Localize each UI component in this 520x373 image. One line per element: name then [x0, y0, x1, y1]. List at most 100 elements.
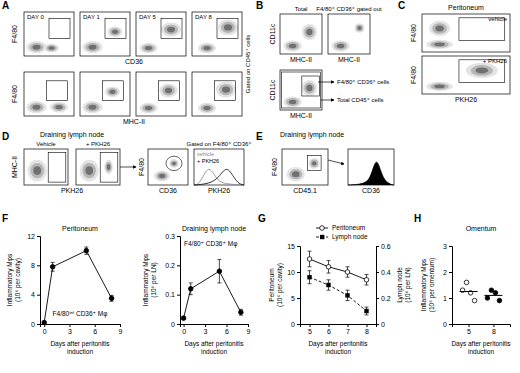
tick-mark: [329, 324, 330, 327]
tick-label: 2: [443, 269, 447, 276]
cell-density: [30, 43, 44, 52]
cell-density: [80, 160, 99, 182]
cell-density: [171, 160, 178, 166]
chart-title: Draining lymph node: [182, 225, 246, 233]
data-point: [472, 298, 477, 303]
flow-plot: [422, 56, 510, 94]
flow-plot: [280, 14, 322, 54]
axis-title: induction: [325, 348, 351, 355]
error-bar: [182, 317, 186, 320]
cell-density: [286, 98, 299, 106]
tick-label: 0: [182, 328, 186, 335]
chart-title: Omentum: [466, 225, 497, 232]
series-line: [310, 277, 367, 311]
tick-label: 4: [31, 291, 35, 298]
cell-density: [198, 103, 216, 114]
flow-plot: [192, 72, 242, 116]
error-bar: [308, 271, 312, 284]
panel-b: BTotalF4/80⁺ CD36⁺ gated outCD11cMHC-IIM…: [256, 0, 389, 119]
cell-density: [434, 43, 445, 47]
tick-label: 6: [327, 328, 331, 335]
flow-plot: [136, 72, 186, 116]
plot-area: [181, 259, 243, 320]
flow-plot: [148, 149, 188, 185]
tick: 0.3: [165, 233, 180, 240]
series-label: F4/80⁺ CD36⁺ Mφ: [184, 240, 237, 248]
tick: 5: [308, 324, 312, 335]
axis-title: Days after peritonitis: [308, 340, 368, 348]
cell-density: [292, 171, 299, 177]
condition-label: + PKH26: [483, 58, 508, 64]
tick-mark: [469, 324, 470, 327]
legend-symbol: [320, 235, 324, 239]
panel-d: DDraining lymph nodeVehicle+ PKH26MHC-II…: [2, 131, 252, 194]
axis-line: [177, 237, 181, 325]
histogram: [194, 149, 244, 185]
axis-label: F4/80: [410, 66, 417, 84]
axis-label: F4/80: [410, 24, 417, 42]
cell-density: [85, 166, 93, 175]
plot-frame: [192, 12, 242, 56]
axis-line: [301, 325, 377, 328]
axis-line: [297, 247, 301, 325]
axis-title: Inflammatory Mφs: [142, 253, 150, 306]
tick: 0.2: [165, 262, 180, 269]
chart: 567805101500.20.40.6PeritoneumLymph node…: [258, 213, 412, 355]
data-point: [188, 287, 193, 292]
cell-density: [159, 174, 165, 178]
histogram-curve: [194, 169, 244, 185]
figure: ADAY 0DAY 1DAY 5DAY 8F4/80F4/80CD36MHC-I…: [0, 0, 520, 373]
tick-label: 6: [225, 328, 229, 335]
axis-line: [41, 325, 121, 328]
tick-mark: [177, 324, 180, 325]
plot-frame: [80, 72, 130, 116]
tick-label: 9: [247, 328, 251, 335]
panel-letter: G: [258, 213, 266, 224]
data-point: [181, 316, 186, 321]
flow-plot: [76, 149, 120, 185]
cell-density: [286, 42, 299, 50]
plot-frame: [422, 56, 510, 94]
gate: [48, 153, 66, 183]
legend-label: + PKH26: [197, 158, 219, 164]
error-bar: [327, 280, 331, 290]
cell-density: [156, 172, 167, 180]
tick-mark: [184, 324, 185, 327]
axis-line: [449, 247, 453, 325]
cell-density: [357, 26, 361, 30]
cell-density: [105, 162, 111, 172]
tick-label: 0.3: [165, 233, 175, 240]
chart: 036904812F4/80ⁱⁿᵗ CD36⁺ MφFPeritoneumDay…: [2, 213, 123, 355]
tick-label: 3: [204, 328, 208, 335]
tick: 10: [287, 269, 300, 276]
error-bar: [189, 283, 193, 295]
axis-label: CD11c: [269, 79, 276, 100]
x-axis: 0 3 6 9: [181, 324, 251, 335]
tick-label: 12: [27, 233, 35, 240]
tick-mark: [37, 295, 40, 296]
tick-mark: [120, 324, 121, 327]
cell-density: [432, 23, 447, 34]
cell-density: [33, 105, 41, 110]
tick: 0.4: [376, 269, 391, 276]
axis-line: [181, 325, 249, 328]
axis-title: (10⁶ per cavity): [14, 258, 22, 302]
cell-density: [145, 106, 152, 110]
tick-mark: [367, 324, 368, 327]
data-point: [307, 257, 312, 262]
cell-density: [140, 103, 158, 114]
legend-entry: Peritoneum: [316, 224, 365, 231]
gate: [47, 81, 68, 101]
data-point: [239, 310, 244, 315]
cell-density: [83, 41, 103, 53]
cell-density: [356, 25, 363, 32]
plot-frame: [282, 149, 328, 185]
cell-density: [167, 27, 175, 33]
plot-title: Total: [295, 6, 308, 12]
data-point: [345, 293, 349, 297]
cell-density: [466, 63, 498, 78]
tick-label: 0: [443, 321, 447, 328]
gate: [282, 72, 321, 108]
cell-density: [430, 41, 448, 47]
tick: 4: [31, 291, 40, 298]
